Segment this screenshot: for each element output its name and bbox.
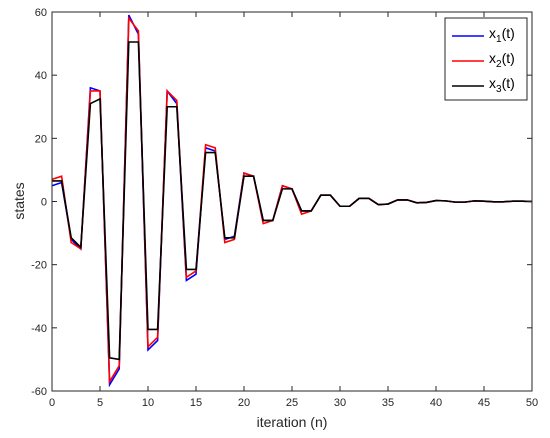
legend-label-x1: x1(t) <box>489 25 515 45</box>
x-tick-label: 45 <box>478 397 490 409</box>
x-tick-label: 40 <box>430 397 442 409</box>
y-tick-label: -20 <box>31 260 47 272</box>
x-tick-label: 50 <box>526 397 538 409</box>
x-tick-label: 30 <box>334 397 346 409</box>
legend-label-x3: x3(t) <box>489 75 515 95</box>
x-axis-label: iteration (n) <box>257 414 328 430</box>
y-tick-label: -40 <box>31 323 47 335</box>
series-line-x3 <box>52 41 533 361</box>
y-tick-label: 60 <box>35 7 47 19</box>
x-tick-label: 20 <box>238 397 250 409</box>
y-axis-label: states <box>11 182 27 219</box>
x-tick-label: 5 <box>97 397 103 409</box>
x-tick-label: 15 <box>190 397 202 409</box>
y-tick-label: 0 <box>41 197 47 209</box>
legend: x1(t) x2(t) x3(t) <box>444 17 528 101</box>
y-tick-label: 40 <box>35 70 47 82</box>
x-tick-label: 25 <box>286 397 298 409</box>
y-tick-label: 20 <box>35 133 47 145</box>
series-layer <box>51 14 533 388</box>
y-tick-label: -60 <box>31 386 47 398</box>
x-tick-label: 0 <box>49 397 55 409</box>
x-tick-label: 10 <box>142 397 154 409</box>
legend-label-x2: x2(t) <box>489 50 515 70</box>
x-tick-label: 35 <box>382 397 394 409</box>
tick-layer: 0 5 10 15 20 25 30 35 40 45 50 -60 -40 -20 0 20 40 60 <box>31 7 538 409</box>
